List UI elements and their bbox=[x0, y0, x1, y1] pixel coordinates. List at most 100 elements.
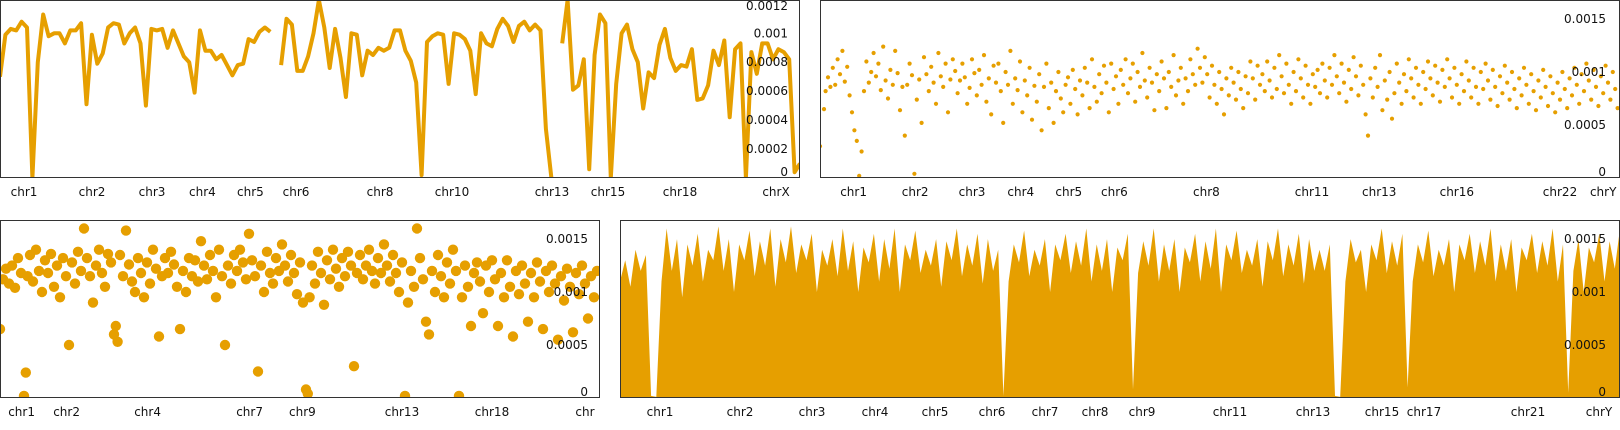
x-tick-label-chr4: chr4 bbox=[862, 405, 889, 419]
data-point bbox=[1514, 106, 1519, 111]
data-point bbox=[366, 265, 378, 277]
data-point bbox=[1589, 97, 1594, 102]
data-point bbox=[1557, 97, 1563, 102]
data-point bbox=[1481, 86, 1486, 92]
data-point bbox=[1089, 57, 1095, 62]
data-point bbox=[1260, 72, 1265, 77]
data-point bbox=[1034, 99, 1039, 104]
data-point bbox=[1262, 89, 1267, 94]
data-point bbox=[1536, 78, 1541, 83]
data-point bbox=[854, 138, 859, 143]
data-point bbox=[1567, 76, 1572, 81]
data-point bbox=[1017, 59, 1023, 64]
data-point bbox=[522, 316, 534, 327]
data-point bbox=[87, 297, 99, 308]
data-point bbox=[1137, 84, 1143, 89]
data-point bbox=[883, 78, 888, 83]
data-point bbox=[390, 267, 402, 279]
y-tick-label: 0.0004 bbox=[746, 113, 788, 127]
data-point bbox=[207, 265, 219, 277]
data-point bbox=[993, 80, 999, 85]
data-point bbox=[1229, 65, 1234, 70]
x-tick-label-chr3: chr3 bbox=[959, 185, 986, 199]
data-point bbox=[411, 223, 423, 234]
data-point bbox=[1077, 78, 1083, 83]
data-point bbox=[1085, 80, 1090, 85]
data-point bbox=[1428, 76, 1433, 81]
data-point bbox=[72, 246, 84, 257]
chart-panel-3: 0 0.0005 0.001 0.0015 chr1 chr2 chr4 chr7 chr9 ch… bbox=[0, 220, 600, 419]
data-point bbox=[1046, 106, 1051, 111]
data-point bbox=[931, 80, 936, 85]
data-point bbox=[1505, 80, 1510, 85]
data-point bbox=[974, 93, 979, 98]
data-point bbox=[75, 265, 87, 277]
data-point bbox=[192, 276, 204, 287]
data-point bbox=[1277, 53, 1282, 58]
data-point bbox=[1500, 91, 1505, 96]
data-point bbox=[1490, 67, 1495, 72]
data-point bbox=[996, 61, 1001, 66]
x-tick-label-chr10: chr10 bbox=[435, 185, 469, 199]
x-tick-label-chr2: chr2 bbox=[53, 405, 80, 419]
data-point bbox=[9, 282, 21, 293]
data-point bbox=[1101, 63, 1107, 68]
x-tick-label-chr2: chr2 bbox=[902, 185, 929, 199]
data-point bbox=[6, 260, 18, 271]
data-point bbox=[1425, 59, 1431, 64]
data-point bbox=[1296, 57, 1301, 62]
data-point bbox=[837, 72, 843, 77]
data-point bbox=[1128, 76, 1133, 81]
data-point bbox=[204, 249, 216, 261]
data-point bbox=[1502, 63, 1507, 68]
data-point bbox=[1305, 82, 1311, 87]
data-point bbox=[1152, 108, 1157, 113]
data-point bbox=[912, 171, 917, 176]
data-point bbox=[294, 257, 306, 268]
data-point bbox=[1202, 55, 1207, 60]
chart-panel-1: 0 0.0002 0.0004 0.0006 0.0008 0.001 0.0012 chr1… bbox=[0, 0, 800, 199]
data-point bbox=[1466, 78, 1471, 83]
y-tick-label: 0.0005 bbox=[1564, 338, 1606, 352]
data-point bbox=[1118, 67, 1123, 72]
data-point bbox=[1063, 82, 1068, 87]
data-point bbox=[1380, 108, 1385, 113]
data-point bbox=[1574, 82, 1579, 87]
data-point bbox=[945, 110, 951, 115]
y-tick-label: 0.001 bbox=[1572, 285, 1606, 299]
data-point bbox=[895, 71, 900, 76]
data-point bbox=[1545, 103, 1551, 109]
data-point bbox=[381, 260, 393, 271]
data-point bbox=[1209, 63, 1215, 68]
data-point bbox=[243, 228, 255, 239]
data-point bbox=[282, 276, 294, 287]
data-point bbox=[1586, 78, 1591, 83]
data-point bbox=[1519, 93, 1524, 98]
data-point bbox=[1025, 93, 1030, 98]
data-point bbox=[1517, 76, 1522, 81]
data-point bbox=[162, 267, 174, 279]
y-tick-label: 0.001 bbox=[1572, 65, 1606, 79]
x-tick-label-chr2: chr2 bbox=[727, 405, 754, 419]
data-point bbox=[849, 110, 855, 115]
data-point bbox=[842, 79, 847, 84]
data-point bbox=[1154, 72, 1159, 77]
data-point bbox=[1049, 80, 1054, 85]
data-point bbox=[1013, 76, 1018, 81]
x-tick-label-chr9: chr9 bbox=[289, 405, 316, 419]
data-point bbox=[339, 271, 351, 282]
data-point bbox=[195, 236, 207, 247]
data-point bbox=[36, 286, 48, 298]
data-point bbox=[210, 292, 222, 303]
data-point bbox=[1605, 80, 1611, 85]
data-point bbox=[933, 101, 939, 106]
data-point bbox=[105, 257, 117, 268]
data-point bbox=[312, 246, 324, 257]
data-point bbox=[246, 255, 258, 266]
data-point bbox=[1435, 80, 1440, 85]
data-point bbox=[1471, 65, 1476, 70]
data-point bbox=[852, 128, 857, 133]
data-point bbox=[1615, 106, 1620, 111]
data-point bbox=[1169, 84, 1174, 89]
y-tick-label: 0 bbox=[580, 385, 588, 399]
